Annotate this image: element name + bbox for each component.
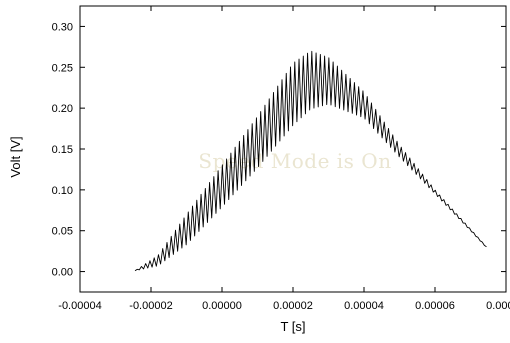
y-axis-ticks: 0.00 0.05 0.10 0.15 0.20 0.25 0.30 bbox=[52, 21, 506, 279]
y-tick-label: 0.20 bbox=[52, 103, 73, 115]
y-tick-label: 0.10 bbox=[52, 185, 73, 197]
x-axis-ticks: -0.00004 -0.00002 0.00000 0.00002 0.00004 0.0… bbox=[58, 6, 510, 312]
y-tick-label: 0.25 bbox=[52, 62, 73, 74]
x-tick-label: 0.00002 bbox=[273, 300, 313, 312]
x-tick-label: -0.00002 bbox=[129, 300, 172, 312]
x-tick-label: 0.00006 bbox=[415, 300, 455, 312]
voltage-series-line bbox=[134, 50, 487, 272]
x-axis-label: T [s] bbox=[280, 319, 305, 334]
y-tick-label: 0.05 bbox=[52, 226, 73, 238]
x-tick-label: 0.00008 bbox=[486, 300, 510, 312]
x-tick-label: 0.00004 bbox=[344, 300, 384, 312]
x-tick-label: 0.00000 bbox=[202, 300, 242, 312]
y-axis-label: Volt [V] bbox=[8, 136, 23, 177]
x-tick-label: -0.00004 bbox=[58, 300, 101, 312]
y-tick-label: 0.30 bbox=[52, 21, 73, 33]
y-tick-label: 0.15 bbox=[52, 144, 73, 156]
y-tick-label: 0.00 bbox=[52, 267, 73, 279]
